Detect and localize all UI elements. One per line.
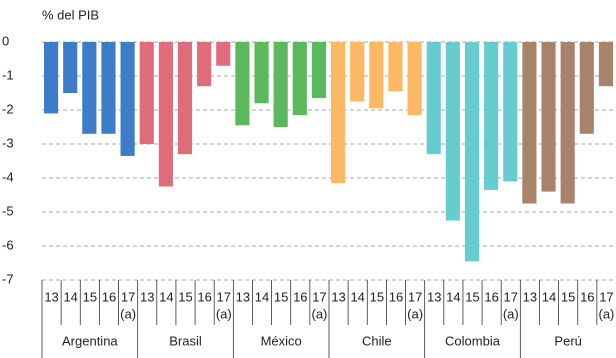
bar — [311, 42, 326, 99]
x-tick-label: 16 — [197, 289, 211, 304]
bar — [44, 42, 59, 114]
x-tick-label: 17 — [504, 289, 518, 304]
bar — [235, 42, 250, 126]
x-tick-label: 15 — [561, 289, 575, 304]
x-tick-label: 17 — [121, 289, 135, 304]
bar — [101, 42, 116, 134]
bar — [598, 42, 613, 87]
bar — [158, 42, 173, 187]
y-tick-label: -1 — [2, 67, 14, 82]
bar — [273, 42, 288, 127]
x-group-label: Brasil — [169, 333, 202, 348]
y-axis-label: % del PIB — [42, 7, 99, 22]
y-tick-label: -2 — [2, 101, 14, 116]
x-tick-label: 14 — [542, 289, 556, 304]
bar — [426, 42, 441, 155]
x-tick-label: 15 — [465, 289, 479, 304]
x-tick-label: 17 — [408, 289, 422, 304]
x-tick-label: 14 — [446, 289, 460, 304]
bar — [445, 42, 460, 221]
x-group-label: Chile — [362, 333, 392, 348]
bar — [120, 42, 135, 156]
y-tick-label: -5 — [2, 203, 14, 218]
bar — [484, 42, 499, 190]
x-tick-label: 15 — [274, 289, 288, 304]
x-tick-label: 13 — [236, 289, 250, 304]
x-tick-label: 17 — [217, 289, 231, 304]
x-tick-label: 16 — [102, 289, 116, 304]
y-tick-label: -6 — [2, 237, 14, 252]
bar — [197, 42, 212, 87]
bar — [560, 42, 575, 204]
x-tick-label: 13 — [523, 289, 537, 304]
bar — [292, 42, 307, 116]
bar — [388, 42, 403, 92]
x-tick-label: 16 — [389, 289, 403, 304]
x-group-label: Colombia — [445, 333, 501, 348]
bar — [139, 42, 154, 144]
x-tick-label: 14 — [255, 289, 269, 304]
x-tick-label: 14 — [63, 289, 77, 304]
bar — [216, 42, 231, 66]
x-tick-label: 13 — [140, 289, 154, 304]
x-group-label: México — [261, 333, 302, 348]
x-tick-note: (a) — [216, 306, 232, 321]
bar — [579, 42, 594, 134]
bar — [541, 42, 556, 192]
x-tick-label: 16 — [293, 289, 307, 304]
bar — [177, 42, 193, 155]
x-tick-label: 14 — [350, 289, 364, 304]
x-tick-note: (a) — [503, 306, 519, 321]
bar — [331, 42, 346, 184]
x-tick-note: (a) — [407, 306, 423, 321]
x-tick-note: (a) — [120, 306, 136, 321]
x-tick-label: 17 — [599, 289, 613, 304]
x-tick-label: 17 — [312, 289, 326, 304]
bar — [503, 42, 518, 182]
x-tick-label: 16 — [484, 289, 498, 304]
x-group-label: Perú — [554, 333, 581, 348]
x-tick-label: 13 — [44, 289, 58, 304]
x-tick-label: 15 — [178, 289, 192, 304]
x-tick-note: (a) — [598, 306, 614, 321]
bar — [63, 42, 78, 93]
bar — [522, 42, 537, 204]
x-tick-label: 16 — [580, 289, 594, 304]
x-group-label: Argentina — [62, 333, 118, 348]
bar — [464, 42, 480, 262]
x-tick-label: 14 — [159, 289, 173, 304]
x-tick-label: 15 — [370, 289, 384, 304]
bar — [254, 42, 269, 104]
bar — [350, 42, 365, 102]
y-tick-label: -3 — [2, 135, 14, 150]
bar — [82, 42, 97, 134]
x-tick-note: (a) — [311, 306, 327, 321]
y-tick-label: 0 — [2, 33, 9, 48]
bar — [407, 42, 422, 116]
y-tick-label: -4 — [2, 169, 14, 184]
x-tick-label: 15 — [83, 289, 97, 304]
x-tick-label: 13 — [427, 289, 441, 304]
x-tick-label: 13 — [331, 289, 345, 304]
y-tick-label: -7 — [2, 271, 14, 286]
bar — [369, 42, 384, 109]
